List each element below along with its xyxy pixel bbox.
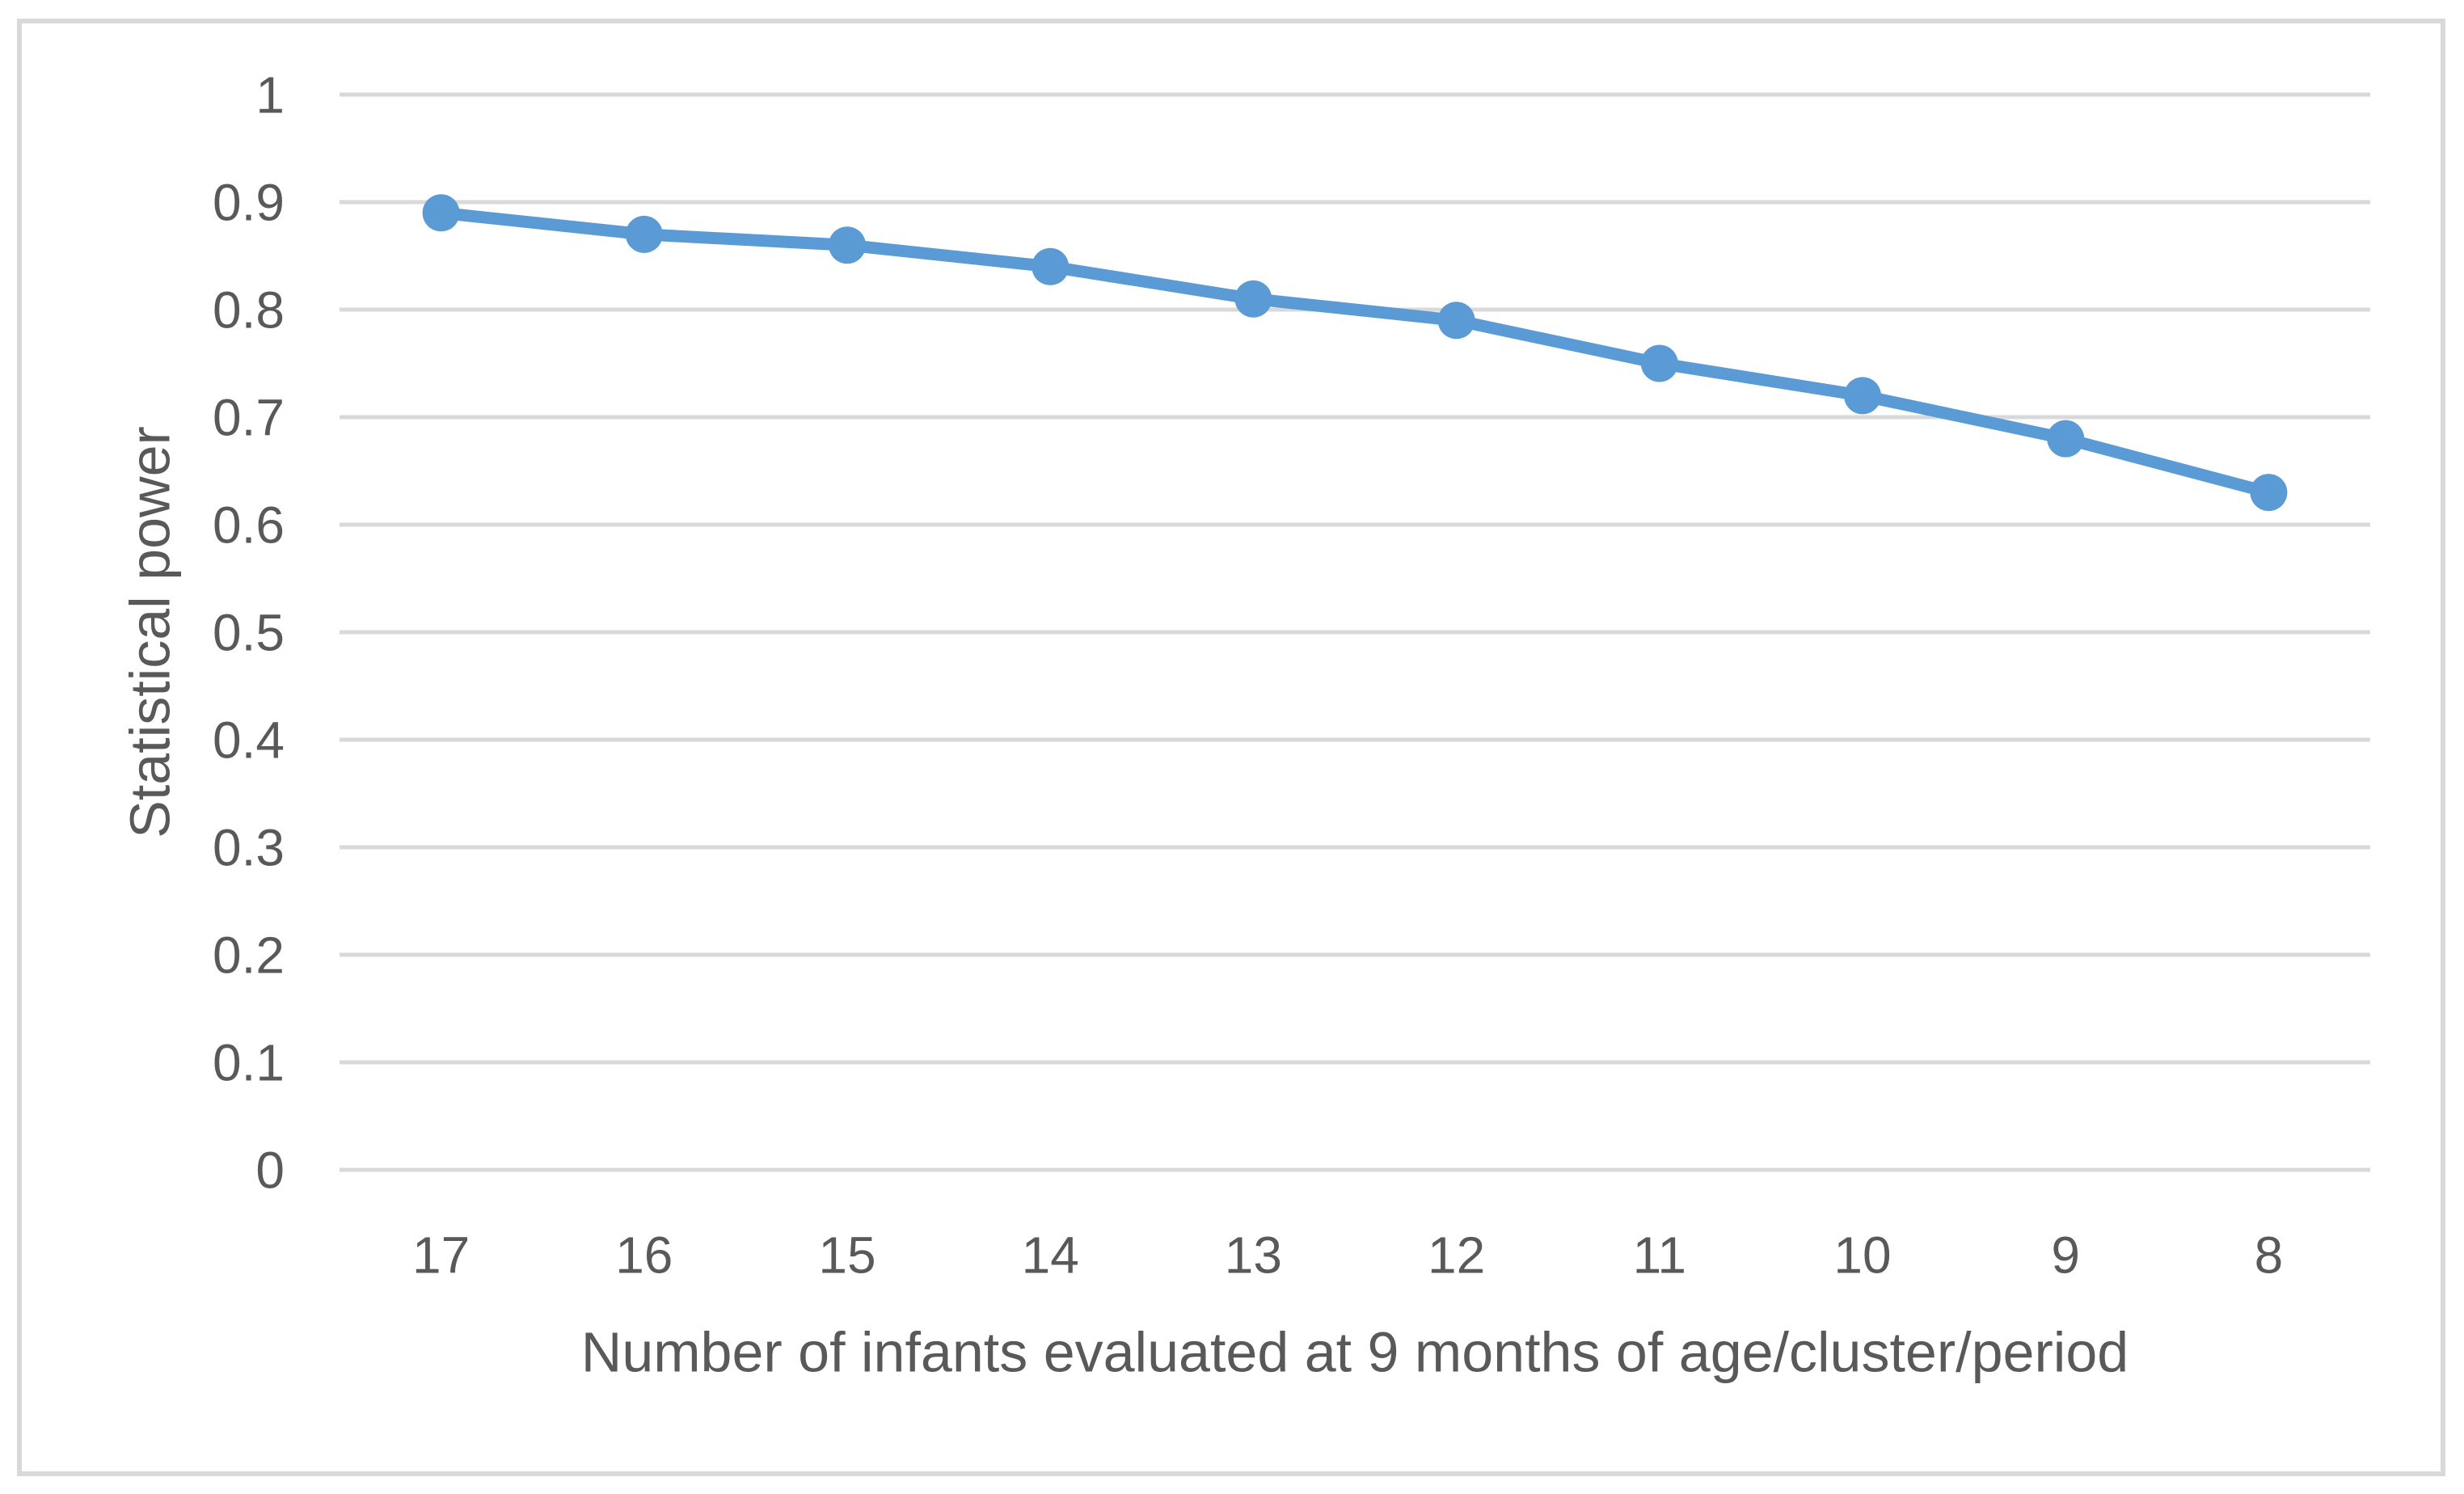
figure-border (17, 19, 2445, 1476)
y-tick-label: 0.5 (213, 603, 285, 661)
data-series (422, 194, 2288, 512)
data-point-marker (1437, 302, 1475, 340)
data-point-marker (422, 194, 460, 232)
x-tick-label: 15 (818, 1226, 875, 1284)
y-tick-label: 0.7 (213, 388, 285, 446)
y-tick-label: 0.3 (213, 818, 285, 876)
x-tick-label: 10 (1833, 1226, 1891, 1284)
data-point-marker (2250, 474, 2288, 512)
data-point-marker (2047, 420, 2085, 458)
data-point-marker (1032, 247, 1070, 285)
x-axis-tick-labels: 17 16 15 14 13 12 11 10 9 8 (412, 1226, 2283, 1284)
y-tick-label: 0.8 (213, 281, 285, 339)
data-point-marker (1234, 280, 1272, 318)
x-tick-label: 9 (2051, 1226, 2080, 1284)
y-tick-label: 0.6 (213, 496, 285, 554)
x-tick-label: 11 (1633, 1226, 1686, 1284)
x-tick-label: 14 (1022, 1226, 1079, 1284)
data-point-marker (1844, 377, 1881, 415)
data-point-marker (829, 226, 866, 264)
data-point-marker (1640, 344, 1678, 382)
y-tick-label: 0.1 (213, 1033, 285, 1091)
x-tick-label: 17 (412, 1226, 470, 1284)
x-axis-title: Number of infants evaluated at 9 months … (581, 1321, 2129, 1384)
y-axis-tick-labels: 0 0.1 0.2 0.3 0.4 0.5 0.6 0.7 0.8 0.9 1 (213, 65, 285, 1199)
x-tick-label: 12 (1428, 1226, 1485, 1284)
series-line (435, 206, 2275, 499)
gridlines (340, 92, 2370, 1172)
data-point-marker (625, 215, 663, 253)
x-tick-label: 8 (2255, 1226, 2284, 1284)
x-tick-label: 16 (615, 1226, 673, 1284)
y-tick-label: 0.9 (213, 173, 285, 231)
y-tick-label: 0 (255, 1141, 285, 1199)
x-tick-label: 13 (1225, 1226, 1282, 1284)
y-tick-label: 0.2 (213, 926, 285, 984)
y-axis-title: Statistical power (119, 426, 182, 838)
y-tick-label: 0.4 (213, 711, 285, 769)
y-tick-label: 1 (255, 65, 285, 124)
